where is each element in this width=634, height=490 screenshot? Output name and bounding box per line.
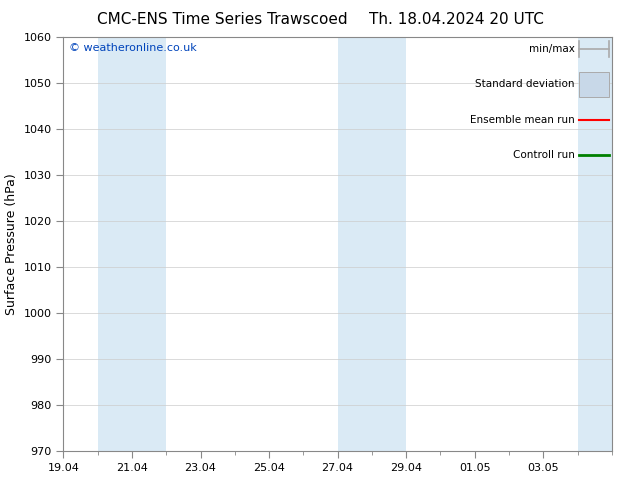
Text: CMC-ENS Time Series Trawscoed: CMC-ENS Time Series Trawscoed (96, 12, 347, 27)
Text: Controll run: Controll run (513, 150, 574, 160)
Text: Th. 18.04.2024 20 UTC: Th. 18.04.2024 20 UTC (369, 12, 544, 27)
Bar (98, 37, 166, 451)
Bar (578, 37, 612, 451)
Bar (579, 72, 609, 97)
Text: Standard deviation: Standard deviation (475, 79, 574, 89)
Text: Ensemble mean run: Ensemble mean run (470, 115, 574, 124)
Text: min/max: min/max (529, 44, 574, 54)
Text: © weatheronline.co.uk: © weatheronline.co.uk (69, 43, 197, 53)
Bar (337, 37, 406, 451)
Y-axis label: Surface Pressure (hPa): Surface Pressure (hPa) (5, 173, 18, 315)
